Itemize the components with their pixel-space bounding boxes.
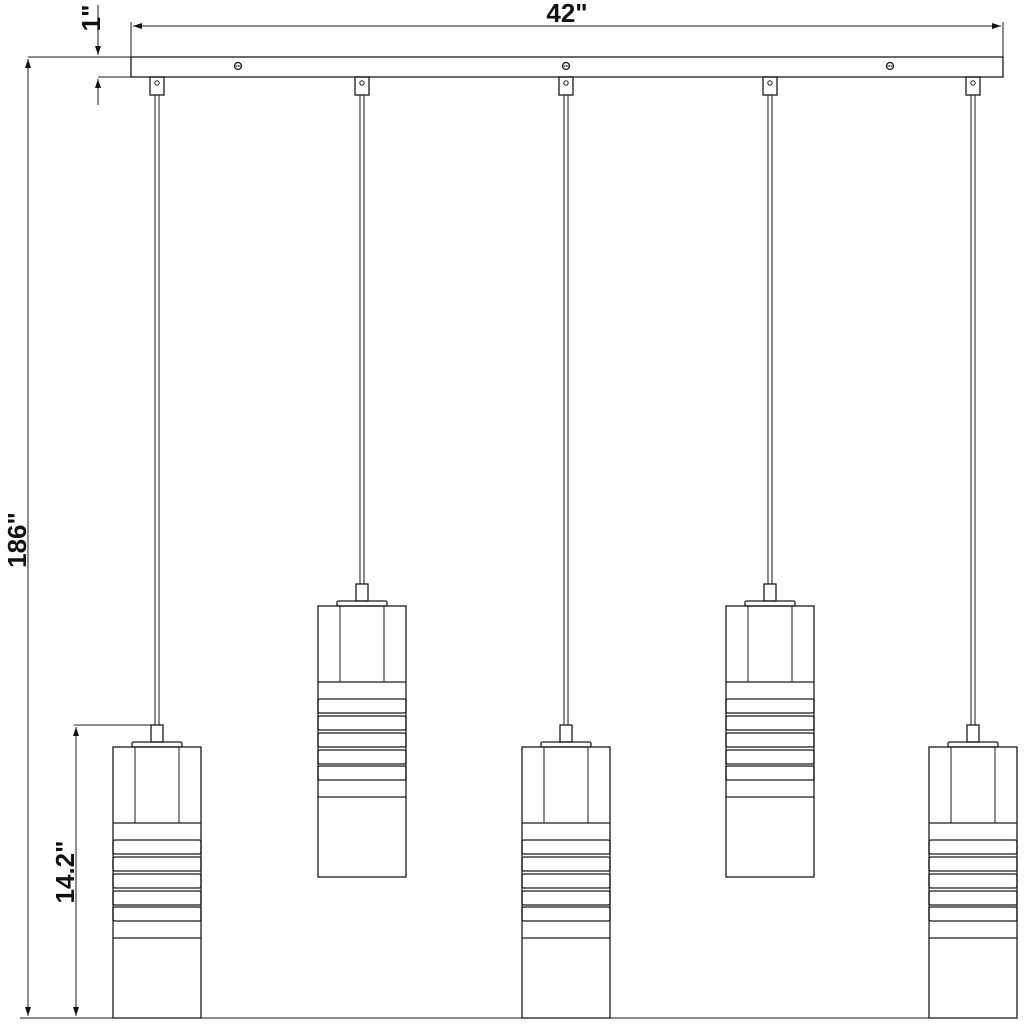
cap-plate xyxy=(744,600,796,607)
glass-shade xyxy=(928,746,1018,1019)
mount-bracket xyxy=(762,76,778,96)
cap-plate xyxy=(336,600,388,607)
stem xyxy=(559,724,573,743)
mount-bracket xyxy=(354,76,370,96)
stem xyxy=(966,724,980,743)
ring-band xyxy=(112,873,202,889)
canopy xyxy=(130,56,1004,78)
ring-band xyxy=(521,873,611,889)
ring-band xyxy=(317,732,407,748)
ring-band xyxy=(928,873,1018,889)
ring-band xyxy=(521,839,611,855)
pendant-light xyxy=(725,76,815,878)
canopy-height-dimension: 1" xyxy=(28,5,131,105)
ring-band xyxy=(317,715,407,731)
ring-band xyxy=(112,906,202,922)
glass-shade xyxy=(317,605,407,878)
ring-band xyxy=(521,856,611,872)
screw-icon xyxy=(233,61,243,71)
screw-icon xyxy=(885,61,895,71)
ring-band xyxy=(928,890,1018,906)
cap-plate xyxy=(947,741,999,748)
ring-band xyxy=(725,698,815,714)
overall-height-label: 186" xyxy=(2,512,32,568)
glass-shade xyxy=(521,746,611,1019)
ring-band xyxy=(521,906,611,922)
ring-band xyxy=(317,765,407,781)
ring-band xyxy=(112,890,202,906)
ring-band xyxy=(725,749,815,765)
pendant-light xyxy=(112,76,202,1019)
ring-band xyxy=(521,890,611,906)
width-label: 42" xyxy=(546,0,587,28)
ring-band xyxy=(928,839,1018,855)
ring-band xyxy=(928,906,1018,922)
ring-band xyxy=(725,715,815,731)
glass-shade xyxy=(112,746,202,1019)
pendant-light xyxy=(521,76,611,1019)
width-dimension: 42" xyxy=(130,0,1004,57)
mount-bracket xyxy=(965,76,981,96)
ring-band xyxy=(112,856,202,872)
pendant-light xyxy=(928,76,1018,1019)
screw-icon xyxy=(561,61,571,71)
ring-band xyxy=(317,749,407,765)
canopy-height-label: 1" xyxy=(76,5,106,32)
cap-plate xyxy=(131,741,183,748)
ring-band xyxy=(317,698,407,714)
pendant-height-dimension: 14.2" xyxy=(50,724,155,1016)
mount-bracket xyxy=(558,76,574,96)
ring-band xyxy=(112,839,202,855)
glass-shade xyxy=(725,605,815,878)
stem xyxy=(763,583,777,602)
pendant-height-label: 14.2" xyxy=(50,841,80,904)
stem xyxy=(355,583,369,602)
ring-band xyxy=(725,765,815,781)
cap-plate xyxy=(540,741,592,748)
stem xyxy=(150,724,164,743)
ring-band xyxy=(725,732,815,748)
mount-bracket xyxy=(149,76,165,96)
ring-band xyxy=(928,856,1018,872)
pendant-light xyxy=(317,76,407,878)
overall-height-dimension: 186" xyxy=(2,59,1010,1019)
